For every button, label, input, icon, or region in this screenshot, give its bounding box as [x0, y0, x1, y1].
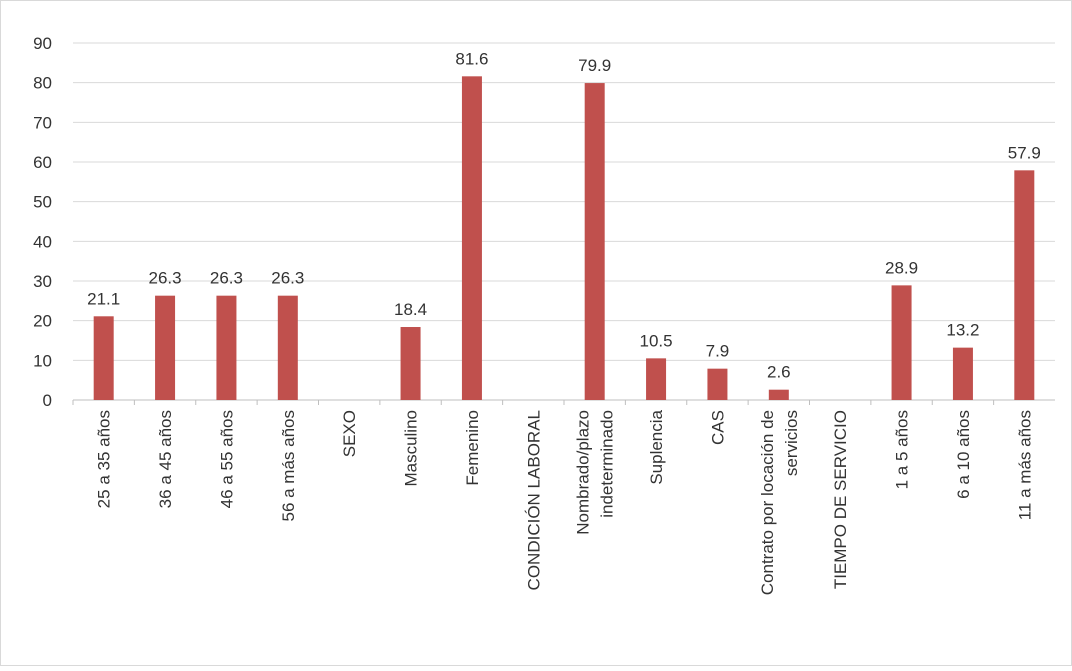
bar — [461, 76, 482, 400]
data-label: 2.6 — [767, 363, 791, 382]
bar — [584, 83, 605, 401]
bar — [1014, 170, 1035, 400]
y-tick-label: 10 — [33, 351, 52, 370]
x-category-label: 6 a 10 años — [954, 410, 973, 499]
x-category-label: 36 a 45 años — [156, 410, 175, 508]
x-category-label: Nombrado/plazo — [574, 410, 593, 535]
y-tick-label: 60 — [33, 153, 52, 172]
y-tick-label: 80 — [33, 74, 52, 93]
bar — [277, 295, 298, 400]
x-category-label: CONDICIÓN LABORAL — [524, 410, 543, 590]
y-tick-label: 90 — [33, 34, 52, 53]
bar — [400, 327, 421, 400]
bar — [891, 285, 912, 400]
data-label: 26.3 — [210, 269, 243, 288]
bar — [952, 347, 973, 400]
data-label: 10.5 — [640, 331, 673, 350]
data-label: 13.2 — [946, 321, 979, 340]
data-label: 21.1 — [87, 289, 120, 308]
bar — [93, 316, 114, 400]
x-category-label: 56 a más años — [279, 410, 298, 522]
y-tick-label: 20 — [33, 312, 52, 331]
data-label: 57.9 — [1008, 143, 1041, 162]
y-tick-label: 0 — [43, 391, 52, 410]
data-label: 26.3 — [149, 269, 182, 288]
data-label: 18.4 — [394, 300, 427, 319]
data-label: 28.9 — [885, 258, 918, 277]
x-category-label: servicios — [782, 410, 801, 476]
bar — [646, 358, 667, 400]
data-label: 7.9 — [706, 342, 730, 361]
y-tick-label: 50 — [33, 193, 52, 212]
data-label: 79.9 — [578, 56, 611, 75]
x-category-label: 25 a 35 años — [95, 410, 114, 508]
x-category-label: CAS — [708, 410, 727, 445]
x-category-label: Femenino — [463, 410, 482, 486]
data-label: 26.3 — [271, 269, 304, 288]
y-tick-label: 30 — [33, 272, 52, 291]
x-category-label: 46 a 55 años — [217, 410, 236, 508]
x-category-label: TIEMPO DE SERVICIO — [831, 410, 850, 589]
bar — [768, 389, 789, 400]
x-category-label: Masculino — [402, 410, 421, 487]
bar — [707, 368, 728, 400]
x-category-label: 11 a más años — [1015, 410, 1034, 520]
y-tick-label: 70 — [33, 113, 52, 132]
x-category-label: Contrato por locación de — [758, 410, 777, 595]
y-tick-label: 40 — [33, 232, 52, 251]
x-category-label: 1 a 5 años — [893, 410, 912, 489]
data-label: 81.6 — [455, 49, 488, 68]
x-category-label: SEXO — [340, 410, 359, 457]
x-category-label: Suplencia — [647, 409, 666, 484]
x-category-label: indeterminado — [598, 410, 617, 518]
bar — [155, 295, 176, 400]
bar — [216, 295, 237, 400]
